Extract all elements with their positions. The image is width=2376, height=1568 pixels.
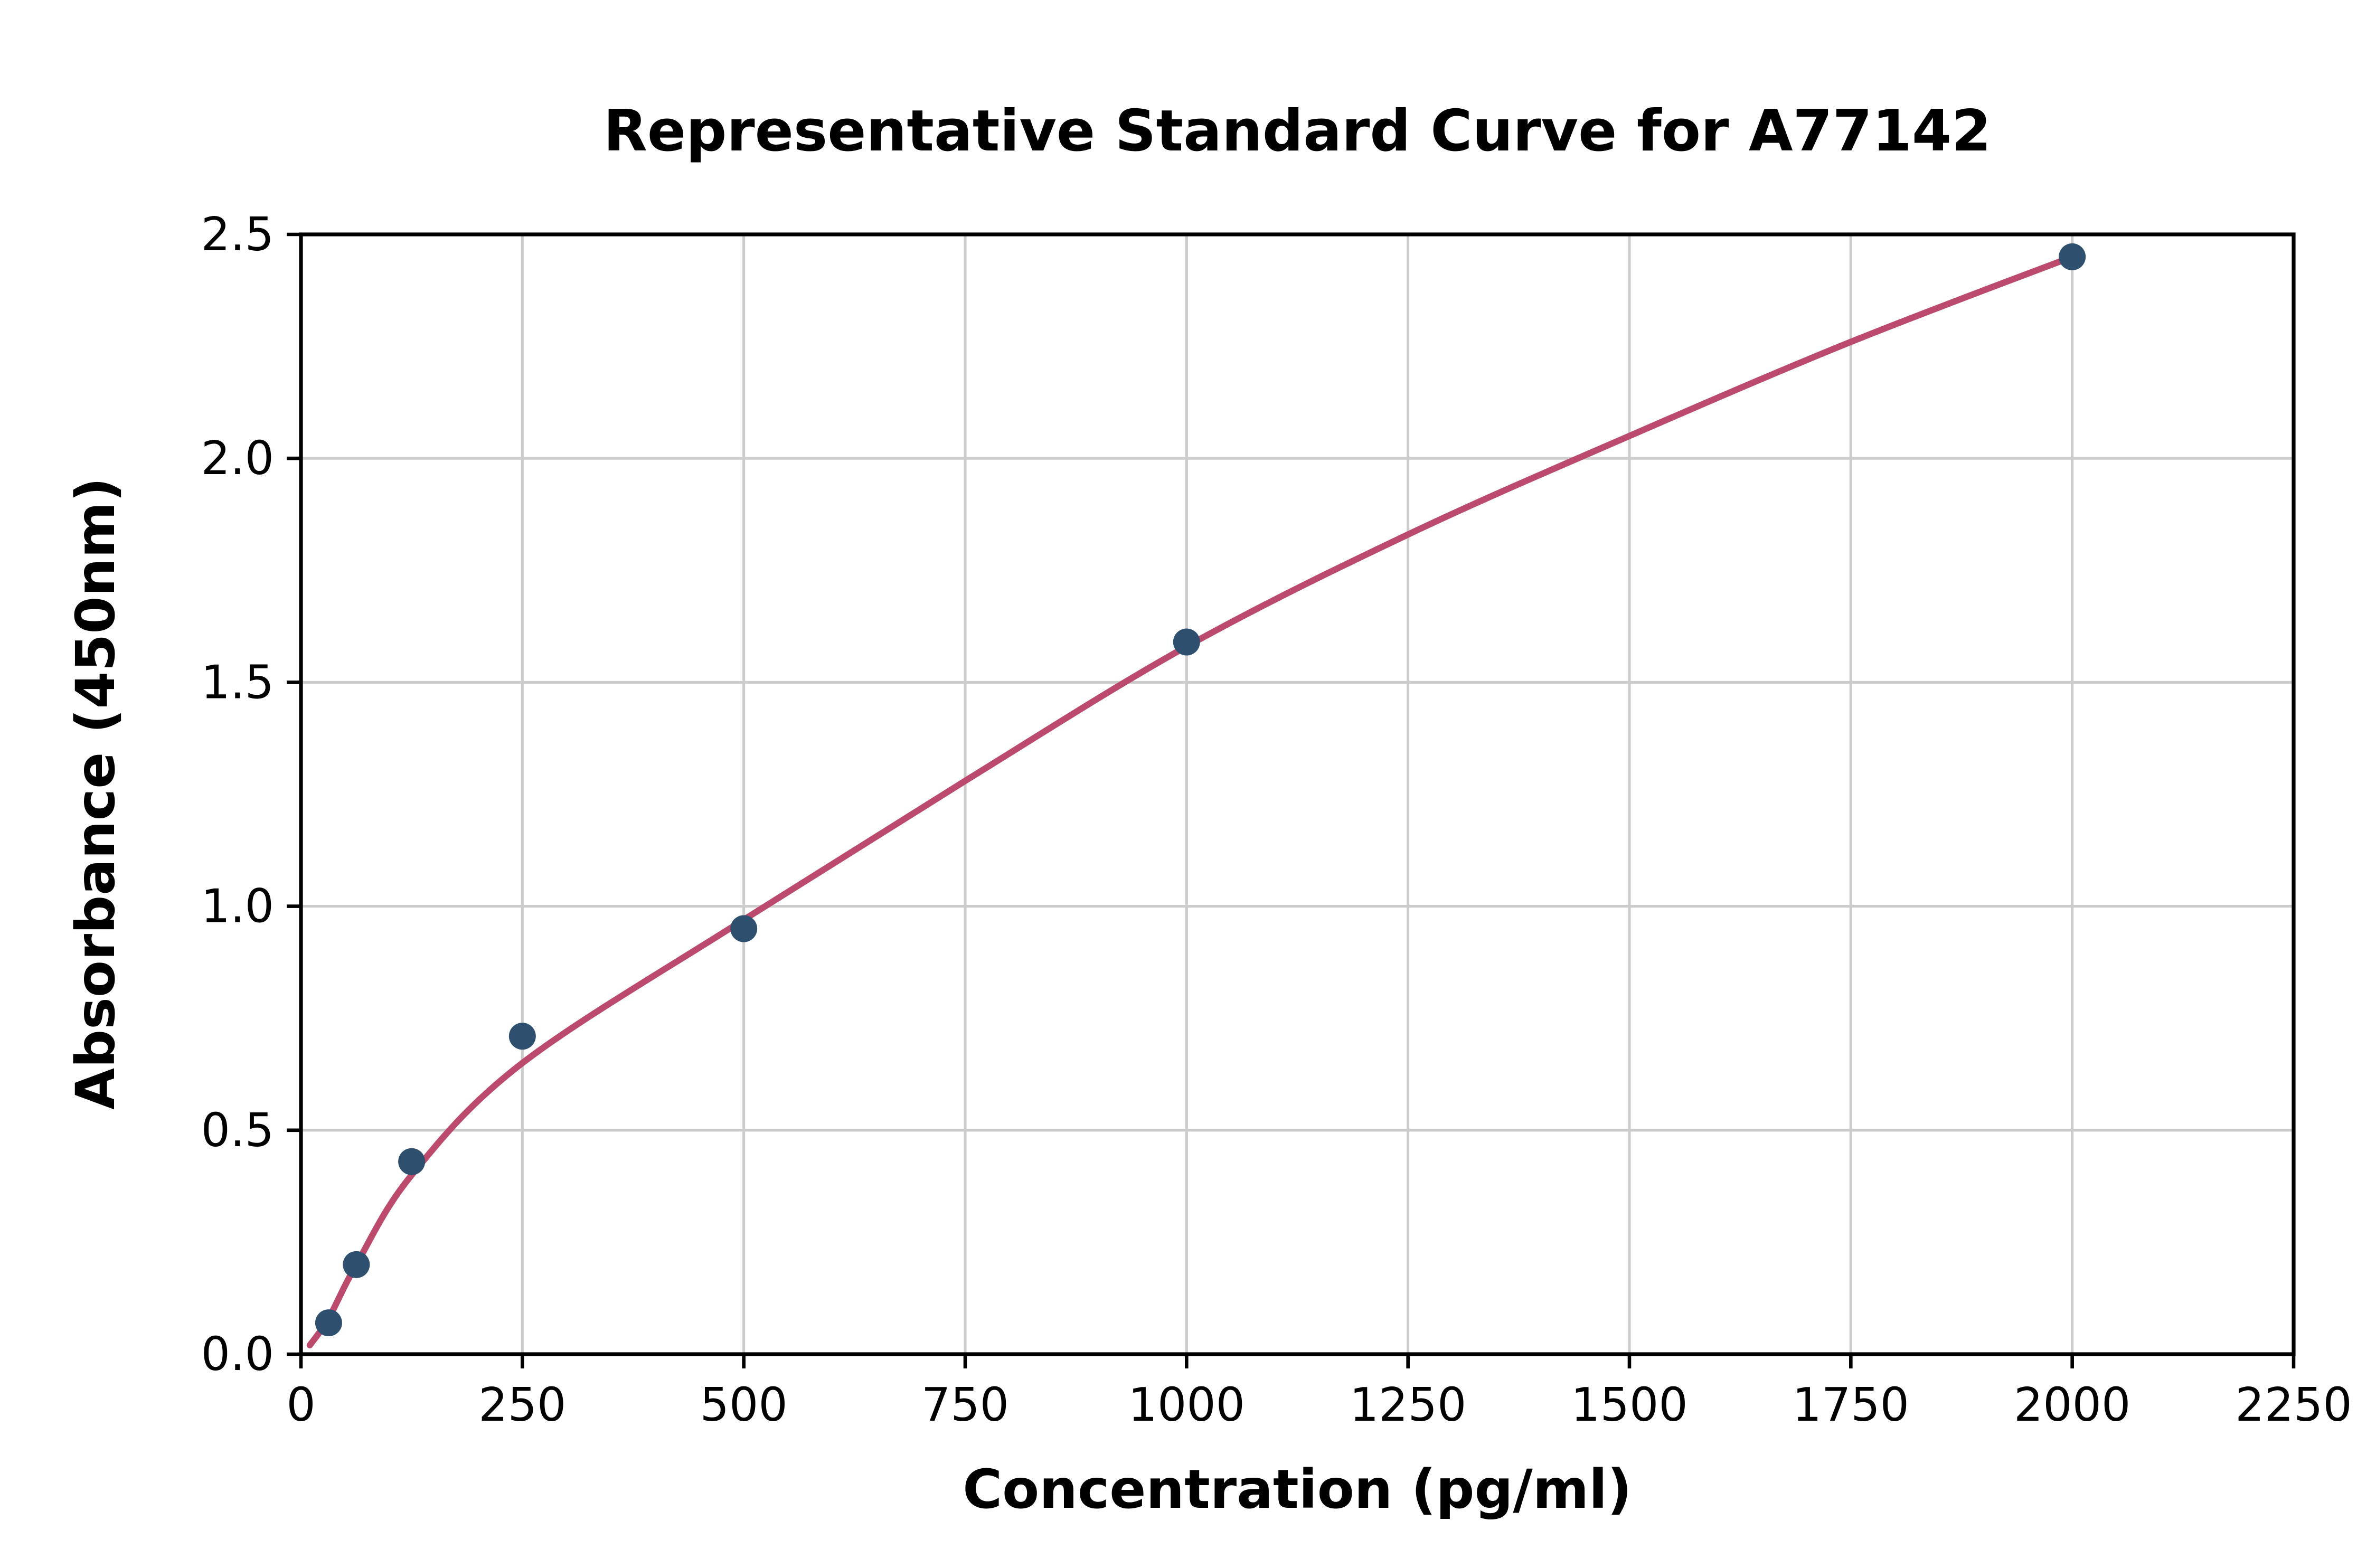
- x-tick-label: 750: [921, 1378, 1009, 1432]
- data-point: [508, 1023, 536, 1050]
- y-tick-label: 1.5: [201, 655, 274, 709]
- x-axis-label: Concentration (pg/ml): [963, 1458, 1632, 1521]
- plot-border: [299, 232, 2296, 1356]
- x-tick-label: 1750: [1793, 1378, 1909, 1432]
- x-tick-label: 250: [478, 1378, 566, 1432]
- chart-title: Representative Standard Curve for A77142: [604, 98, 1992, 164]
- data-point: [730, 915, 758, 942]
- x-tick-label: 1500: [1571, 1378, 1687, 1432]
- grid-lines: [299, 233, 2295, 1356]
- x-tick-label: 1250: [1350, 1378, 1466, 1432]
- y-axis-label: Absorbance (450nm): [64, 477, 127, 1110]
- axis-tick-marks: [287, 232, 2296, 1368]
- x-tick-label: 500: [700, 1378, 788, 1432]
- data-point: [1173, 628, 1200, 656]
- y-tick-label: 0.0: [201, 1327, 274, 1381]
- y-tick-label: 2.5: [201, 207, 274, 261]
- data-point: [2059, 243, 2086, 270]
- data-point: [315, 1309, 342, 1337]
- data-point: [343, 1251, 370, 1278]
- x-tick-label: 1000: [1128, 1378, 1245, 1432]
- y-tick-label: 2.0: [201, 431, 274, 485]
- axis-tick-labels: 0 250 500 750 1000 1250 1500 1750 2000 2250 0.0 0.5…: [201, 207, 2352, 1432]
- data-point: [398, 1148, 426, 1175]
- y-tick-label: 0.5: [201, 1103, 274, 1157]
- data-points: [315, 243, 2086, 1337]
- y-tick-label: 1.0: [201, 880, 274, 933]
- x-tick-label: 2250: [2235, 1378, 2352, 1432]
- x-tick-label: 2000: [2014, 1378, 2130, 1432]
- fit-curve-line: [306, 253, 2076, 1349]
- x-tick-label: 0: [286, 1378, 315, 1432]
